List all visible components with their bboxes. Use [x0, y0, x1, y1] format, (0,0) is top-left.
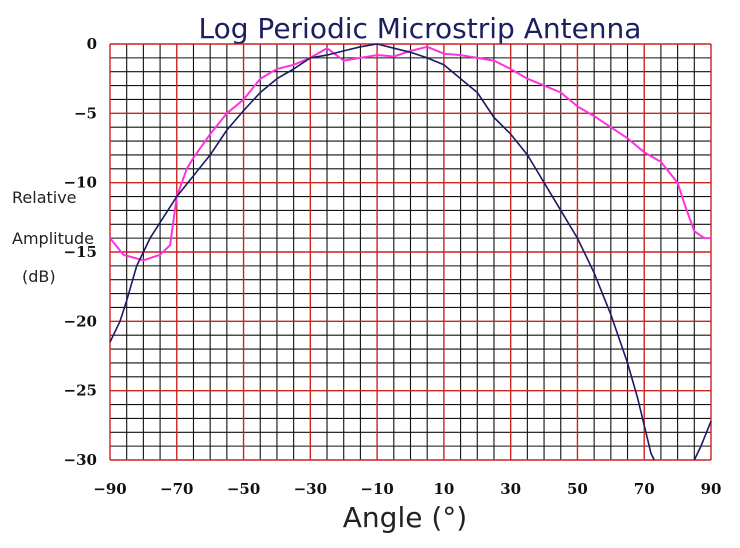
y-tick-labels: 0 −5 −10 −15 −20 −25 −30 [64, 35, 97, 469]
series-line-3 [693, 420, 712, 461]
y-tick-label: −25 [64, 382, 97, 400]
y-axis-label-line-1: Relative [12, 188, 77, 207]
x-tick-label: −30 [294, 480, 327, 498]
x-tick-label: 50 [567, 480, 588, 498]
major-gridlines [109, 43, 712, 461]
series-line-1 [109, 45, 711, 262]
y-tick-label: −30 [64, 451, 97, 469]
x-tick-label: 30 [500, 480, 521, 498]
y-tick-label: −20 [64, 312, 97, 330]
x-tick-label: −70 [160, 480, 193, 498]
x-tick-label: 90 [701, 480, 722, 498]
x-tick-label: −50 [227, 480, 260, 498]
y-tick-label: −15 [64, 243, 97, 261]
series-layer [109, 43, 712, 461]
series-line-2 [109, 43, 655, 461]
y-tick-label: −5 [74, 104, 97, 122]
y-axis-label-line-2: Amplitude [12, 229, 94, 248]
x-tick-label: 70 [634, 480, 655, 498]
x-tick-label: 10 [433, 480, 454, 498]
x-tick-label: −10 [360, 480, 393, 498]
x-axis-label: Angle (°) [343, 501, 467, 534]
x-tick-labels: −90 −70 −50 −30 −10 10 30 50 70 90 [93, 480, 721, 498]
y-axis-label-line-3: (dB) [22, 267, 56, 286]
y-tick-label: −10 [64, 174, 97, 192]
y-tick-label: 0 [87, 35, 97, 53]
chart-title: Log Periodic Microstrip Antenna [199, 12, 642, 45]
x-tick-label: −90 [93, 480, 126, 498]
